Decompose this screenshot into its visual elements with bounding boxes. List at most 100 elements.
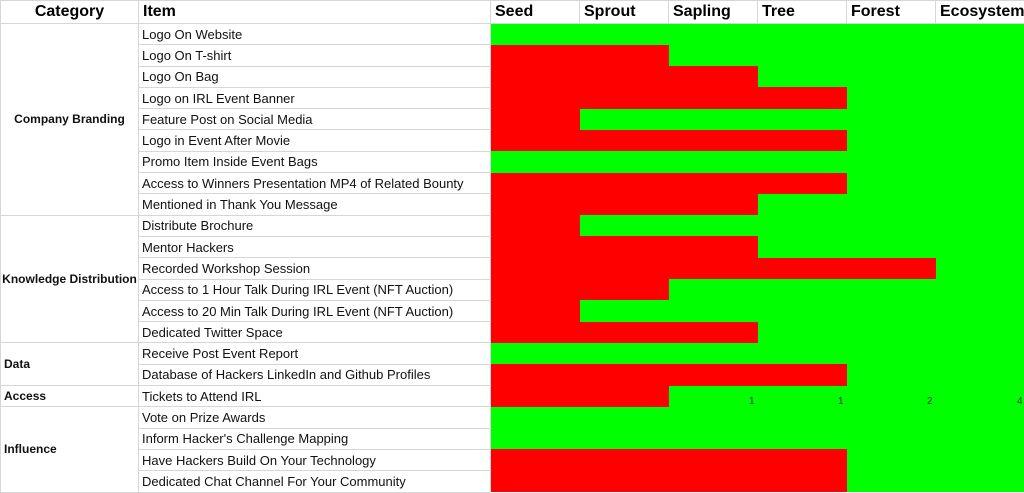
- tier-cell-green[interactable]: [668, 151, 758, 173]
- tier-cell-green[interactable]: [757, 151, 847, 173]
- tier-cell-green[interactable]: [935, 470, 1024, 493]
- tier-cell-red[interactable]: [490, 108, 580, 130]
- tier-cell-green[interactable]: [579, 406, 669, 429]
- category-cell[interactable]: Influence: [0, 406, 139, 493]
- tier-cell-red[interactable]: [846, 257, 936, 280]
- tier-cell-green[interactable]: 2: [846, 385, 936, 407]
- tier-cell-red[interactable]: [757, 129, 847, 152]
- tier-cell-green[interactable]: [668, 406, 758, 429]
- header-category[interactable]: Category: [0, 0, 139, 24]
- tier-cell-green[interactable]: [490, 151, 580, 173]
- tier-cell-green[interactable]: [846, 449, 936, 471]
- tier-cell-green[interactable]: [846, 87, 936, 109]
- tier-cell-red[interactable]: [757, 87, 847, 109]
- tier-cell-green[interactable]: [935, 321, 1024, 343]
- tier-cell-red[interactable]: [579, 470, 669, 493]
- header-level-sapling[interactable]: Sapling: [668, 0, 758, 24]
- tier-cell-green[interactable]: [846, 108, 936, 130]
- tier-cell-red[interactable]: [490, 385, 580, 407]
- item-cell[interactable]: Dedicated Chat Channel For Your Communit…: [138, 470, 491, 493]
- tier-cell-green[interactable]: [579, 342, 669, 365]
- tier-cell-red[interactable]: [490, 364, 580, 386]
- tier-cell-green[interactable]: [579, 23, 669, 45]
- tier-cell-red[interactable]: [757, 172, 847, 194]
- tier-cell-red[interactable]: [490, 193, 580, 216]
- tier-cell-green[interactable]: [935, 236, 1024, 258]
- header-level-forest[interactable]: Forest: [846, 0, 936, 24]
- tier-cell-green[interactable]: [668, 300, 758, 322]
- tier-cell-green[interactable]: [757, 342, 847, 365]
- item-cell[interactable]: Logo in Event After Movie: [138, 129, 491, 152]
- tier-cell-green[interactable]: [935, 257, 1024, 280]
- tier-cell-green[interactable]: [846, 364, 936, 386]
- tier-cell-green[interactable]: [490, 342, 580, 365]
- tier-cell-green[interactable]: [846, 193, 936, 216]
- tier-cell-red[interactable]: [490, 449, 580, 471]
- tier-cell-red[interactable]: [757, 470, 847, 493]
- tier-cell-green[interactable]: [935, 364, 1024, 386]
- item-cell[interactable]: Receive Post Event Report: [138, 342, 491, 365]
- tier-cell-green[interactable]: [846, 428, 936, 450]
- item-cell[interactable]: Inform Hacker's Challenge Mapping: [138, 427, 491, 450]
- tier-cell-green[interactable]: [757, 300, 847, 322]
- tier-cell-red[interactable]: [579, 449, 669, 471]
- item-cell[interactable]: Access to Winners Presentation MP4 of Re…: [138, 172, 491, 195]
- tier-cell-green[interactable]: [935, 300, 1024, 322]
- tier-cell-green[interactable]: [935, 23, 1024, 45]
- tier-cell-green[interactable]: [490, 428, 580, 450]
- tier-cell-green[interactable]: [757, 108, 847, 130]
- header-level-ecosystem[interactable]: Ecosystem: [935, 0, 1024, 24]
- tier-cell-green[interactable]: [579, 215, 669, 237]
- tier-cell-green[interactable]: [935, 279, 1024, 301]
- tier-cell-green[interactable]: [935, 406, 1024, 429]
- category-cell[interactable]: Access: [0, 385, 139, 408]
- tier-cell-green[interactable]: [846, 172, 936, 194]
- tier-cell-green[interactable]: [846, 44, 936, 67]
- tier-cell-red[interactable]: [490, 257, 580, 280]
- tier-cell-red[interactable]: [757, 449, 847, 471]
- tier-cell-red[interactable]: [757, 257, 847, 280]
- tier-cell-green[interactable]: [757, 193, 847, 216]
- tier-cell-red[interactable]: [668, 364, 758, 386]
- tier-cell-green[interactable]: [668, 108, 758, 130]
- tier-cell-green[interactable]: [846, 23, 936, 45]
- tier-cell-green[interactable]: [935, 108, 1024, 130]
- tier-cell-green[interactable]: [846, 236, 936, 258]
- tier-cell-green[interactable]: [846, 342, 936, 365]
- item-cell[interactable]: Have Hackers Build On Your Technology: [138, 448, 491, 472]
- tier-cell-red[interactable]: [668, 449, 758, 471]
- tier-cell-green[interactable]: [935, 342, 1024, 365]
- tier-cell-green[interactable]: [757, 236, 847, 258]
- tier-cell-green[interactable]: [935, 129, 1024, 152]
- item-cell[interactable]: Vote on Prize Awards: [138, 406, 491, 429]
- tier-cell-red[interactable]: [579, 364, 669, 386]
- tier-cell-green[interactable]: [846, 215, 936, 237]
- tier-cell-red[interactable]: [579, 87, 669, 109]
- tier-cell-green[interactable]: [668, 44, 758, 67]
- tier-cell-green[interactable]: [757, 406, 847, 429]
- tier-cell-green[interactable]: [935, 87, 1024, 109]
- tier-cell-red[interactable]: [668, 87, 758, 109]
- tier-cell-red[interactable]: [490, 172, 580, 194]
- tier-cell-red[interactable]: [490, 87, 580, 109]
- tier-cell-red[interactable]: [579, 193, 669, 216]
- tier-cell-red[interactable]: [490, 66, 580, 88]
- tier-cell-green[interactable]: [846, 279, 936, 301]
- tier-cell-red[interactable]: [579, 321, 669, 343]
- item-cell[interactable]: Tickets to Attend IRL: [138, 385, 491, 408]
- item-cell[interactable]: Access to 1 Hour Talk During IRL Event (…: [138, 278, 491, 301]
- tier-cell-green[interactable]: [846, 300, 936, 322]
- header-level-sprout[interactable]: Sprout: [579, 0, 669, 24]
- tier-cell-red[interactable]: [579, 66, 669, 88]
- tier-cell-red[interactable]: [490, 470, 580, 493]
- tier-cell-green[interactable]: [846, 66, 936, 88]
- tier-cell-green[interactable]: [668, 279, 758, 301]
- tier-cell-red[interactable]: [668, 321, 758, 343]
- tier-cell-green[interactable]: 4: [935, 385, 1024, 407]
- tier-cell-green[interactable]: [757, 279, 847, 301]
- tier-cell-green[interactable]: [757, 66, 847, 88]
- item-cell[interactable]: Recorded Workshop Session: [138, 257, 491, 280]
- tier-cell-green[interactable]: [668, 23, 758, 45]
- header-level-seed[interactable]: Seed: [490, 0, 580, 24]
- tier-cell-red[interactable]: [668, 193, 758, 216]
